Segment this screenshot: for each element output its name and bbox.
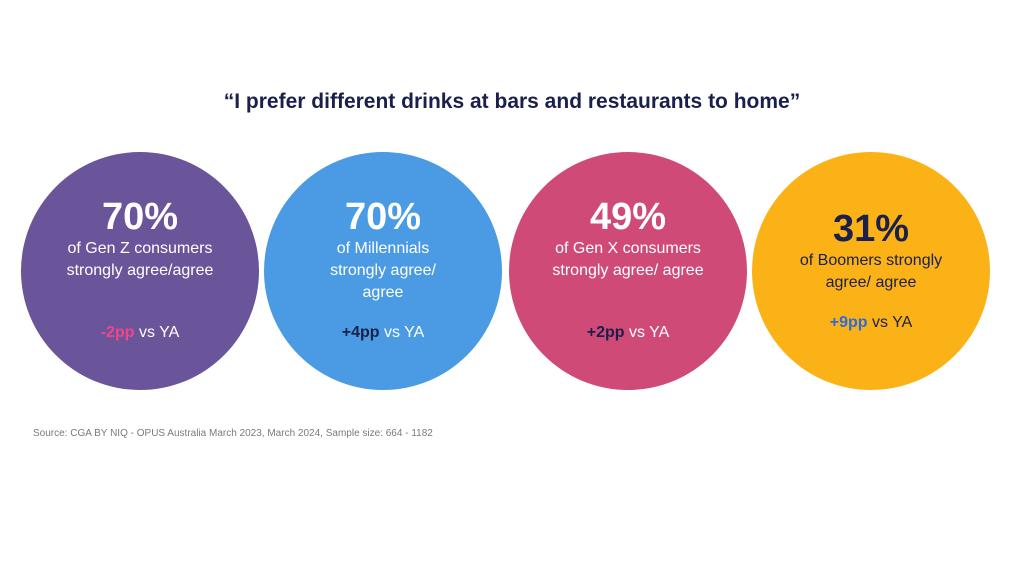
gen-z-change: -2pp vs YA (21, 323, 259, 343)
gen-x-delta-suffix: vs YA (624, 324, 670, 341)
boomers-description: of Boomers strongly agree/ agree (799, 252, 943, 291)
gen-x-description: of Gen X consumers strongly agree/ agree (552, 240, 704, 279)
gen-x-delta: +2pp (586, 324, 625, 341)
gen-z-description: of Gen Z consumers strongly agree/agree (66, 240, 214, 279)
boomers-delta-suffix: vs YA (867, 314, 913, 331)
source-note: Source: CGA BY NIQ - OPUS Australia Marc… (33, 428, 433, 439)
millennials-description: of Millennials strongly agree/ agree (330, 240, 436, 301)
millennials-change: +4pp vs YA (264, 323, 502, 343)
gen-z-delta-suffix: vs YA (134, 324, 180, 341)
gen-z-percent: 70% (101, 196, 179, 238)
boomers-change: +9pp vs YA (752, 313, 990, 333)
gen-z-circle: 70% of Gen Z consumers strongly agree/ag… (21, 152, 259, 390)
gen-x-circle: 49% of Gen X consumers strongly agree/ a… (509, 152, 747, 390)
millennials-delta-suffix: vs YA (379, 324, 425, 341)
slide-title: “I prefer different drinks at bars and r… (223, 90, 801, 113)
boomers-circle: 31% of Boomers strongly agree/ agree +9p… (752, 152, 990, 390)
boomers-delta: +9pp (829, 314, 868, 331)
millennials-delta: +4pp (341, 324, 380, 341)
boomers-percent: 31% (832, 208, 910, 250)
gen-x-change: +2pp vs YA (509, 323, 747, 343)
millennials-percent: 70% (344, 196, 422, 238)
gen-x-percent: 49% (589, 196, 667, 238)
millennials-circle: 70% of Millennials strongly agree/ agree… (264, 152, 502, 390)
gen-z-delta: -2pp (100, 324, 135, 341)
